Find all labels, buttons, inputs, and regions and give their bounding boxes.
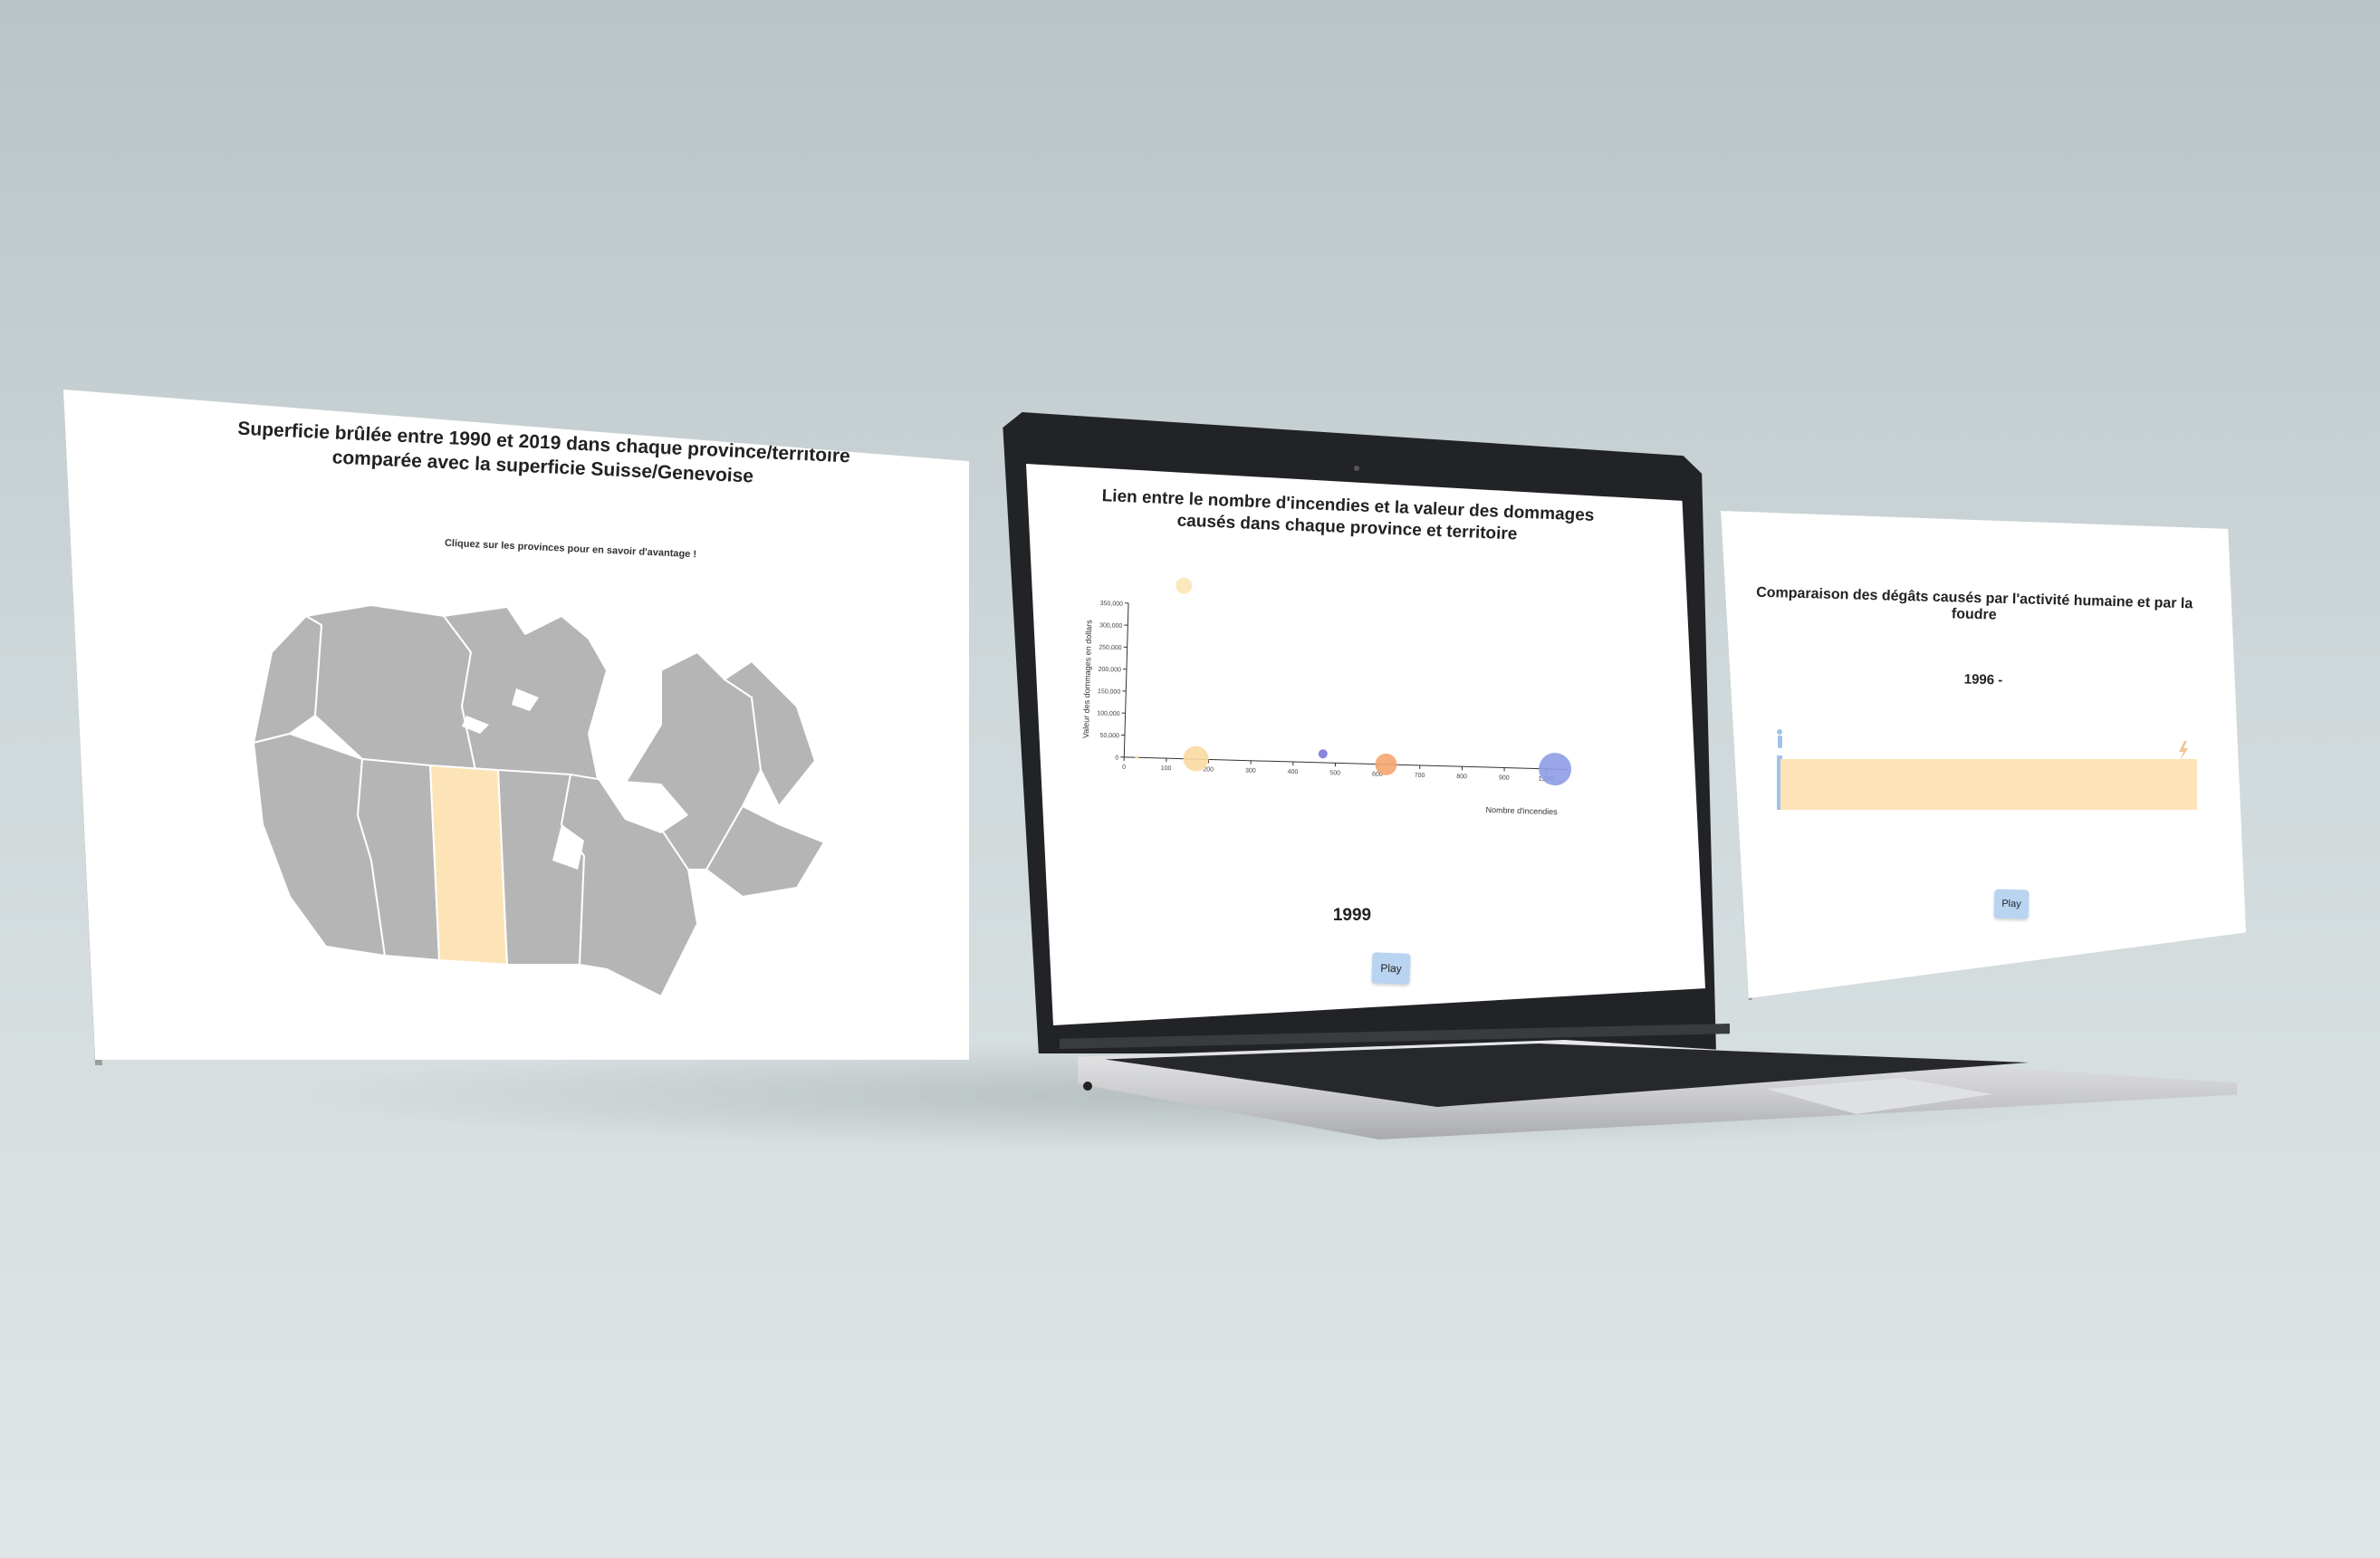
y-axis-title: Valeur des dommages en dollars: [1081, 620, 1094, 739]
province-saskatchewan[interactable]: [429, 765, 508, 966]
lightning-icon: [2179, 741, 2188, 761]
person-icon: [1777, 729, 1782, 748]
map-hint: Cliquez sur les provinces pour en savoir…: [444, 537, 697, 561]
right-play-button[interactable]: Play: [1993, 889, 2030, 919]
x-tick-label: 900: [1499, 774, 1510, 781]
y-tick-label: 350,000: [1100, 601, 1124, 608]
right-screen: Comparaison des dégâts causés par l'acti…: [1721, 511, 2246, 998]
canada-map: [253, 604, 825, 997]
middle-panel-title: Lien entre le nombre d'incendies et la v…: [1093, 486, 1601, 549]
laptop-screen: Lien entre le nombre d'incendies et la v…: [1026, 464, 1705, 1025]
lake-winnipeg: [552, 824, 584, 870]
province-maritimes[interactable]: [705, 805, 825, 898]
data-point: [1539, 753, 1572, 786]
left-screen: Superficie brûlée entre 1990 et 2019 dan…: [63, 390, 969, 1060]
data-point: [1183, 745, 1209, 772]
x-tick-label: 400: [1288, 769, 1299, 775]
x-tick-label: 200: [1203, 766, 1214, 773]
y-tick-label: 250,000: [1099, 645, 1122, 652]
y-tick-label: 0: [1115, 755, 1118, 762]
x-tick-label: 800: [1456, 774, 1467, 780]
hudson-lake-2: [462, 716, 489, 734]
hudson-lake-1: [512, 688, 539, 711]
y-axis-line: [1123, 602, 1129, 757]
damage-comparison-bar: [1777, 729, 2197, 810]
y-tick-label: 300,000: [1099, 622, 1123, 630]
x-tick-label: 700: [1415, 773, 1425, 779]
data-point: [1176, 577, 1193, 594]
x-tick-label: 500: [1329, 770, 1340, 776]
camera-icon: [1354, 466, 1359, 471]
play-button[interactable]: Play: [1371, 952, 1411, 985]
human-bar: [1777, 755, 1782, 810]
lightning-bar: [1780, 759, 2197, 810]
y-tick-label: 200,000: [1099, 667, 1122, 674]
x-tick-label: 100: [1161, 765, 1172, 772]
y-tick-label: 50,000: [1099, 733, 1119, 740]
x-tick-label: 600: [1372, 771, 1383, 777]
y-tick-label: 100,000: [1097, 710, 1120, 717]
hudson-bay: [598, 779, 688, 833]
year-label: 1999: [1332, 906, 1372, 925]
x-tick-label: 300: [1245, 768, 1256, 774]
x-axis-title: Nombre d'incendies: [1485, 805, 1558, 816]
data-point: [1375, 753, 1397, 775]
left-panel-title: Superficie brûlée entre 1990 et 2019 dan…: [198, 415, 888, 495]
right-year-label: 1996 -: [1963, 671, 2003, 688]
province-yukon[interactable]: [253, 615, 322, 744]
x-tick-label: 0: [1122, 765, 1126, 771]
data-point: [1318, 749, 1328, 759]
laptop-indicator-light: [1083, 1082, 1092, 1091]
province-northwest-territories[interactable]: [305, 604, 476, 771]
data-point: [1135, 755, 1139, 759]
province-newfoundland-labrador[interactable]: [724, 660, 816, 807]
right-panel-title: Comparaison des dégâts causés par l'acti…: [1755, 584, 2193, 623]
y-tick-label: 150,000: [1098, 688, 1121, 696]
scatter-chart: 0 50,000 100,000 150,000 200,000 250,000 300,0…: [1081, 577, 1572, 816]
